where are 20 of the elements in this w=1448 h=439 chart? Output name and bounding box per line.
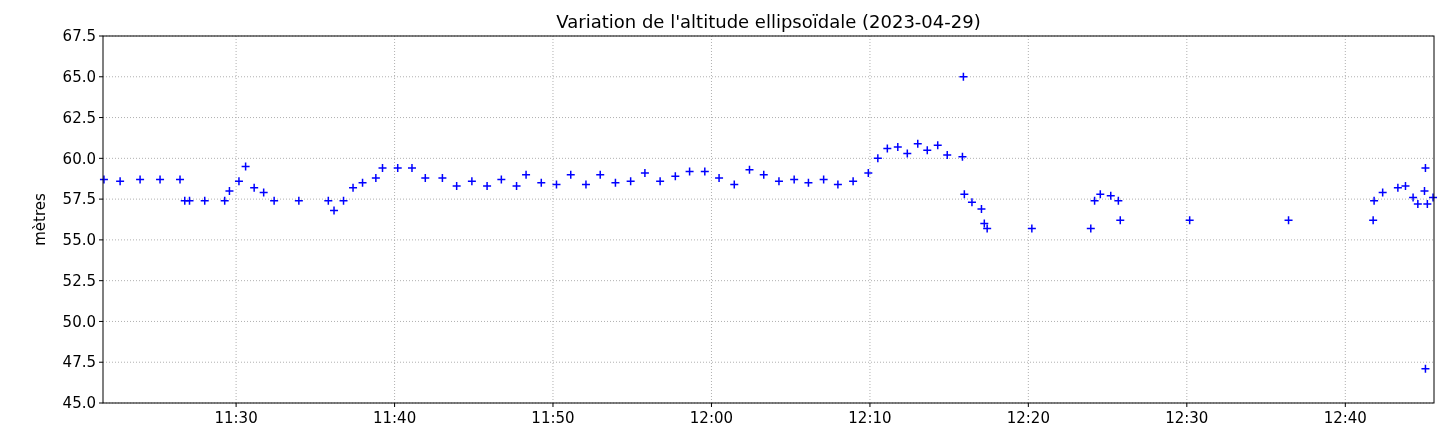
x-tick-label: 11:50 xyxy=(531,409,575,427)
y-tick-label: 45.0 xyxy=(62,394,96,413)
chart-title: Variation de l'altitude ellipsoïdale (2023-04-29) xyxy=(556,11,981,32)
y-tick-label: 57.5 xyxy=(62,190,96,209)
y-axis-title: mètres xyxy=(31,193,49,246)
x-tick-label: 12:40 xyxy=(1323,409,1367,427)
y-tick-label: 60.0 xyxy=(62,149,96,168)
x-tick-label: 12:30 xyxy=(1165,409,1209,427)
y-tick-label: 50.0 xyxy=(62,312,96,331)
x-tick-label: 12:20 xyxy=(1006,409,1050,427)
x-tick-label: 11:30 xyxy=(214,409,258,427)
x-tick-label: 12:10 xyxy=(848,409,892,427)
y-tick-label: 47.5 xyxy=(62,353,96,372)
y-tick-label: 52.5 xyxy=(62,271,96,290)
x-tick-label: 12:00 xyxy=(689,409,734,427)
y-tick-label: 67.5 xyxy=(62,27,96,46)
x-tick-label: 11:40 xyxy=(372,409,417,427)
y-tick-label: 55.0 xyxy=(62,231,96,250)
y-tick-label: 65.0 xyxy=(62,68,96,87)
y-tick-label: 62.5 xyxy=(62,108,96,127)
